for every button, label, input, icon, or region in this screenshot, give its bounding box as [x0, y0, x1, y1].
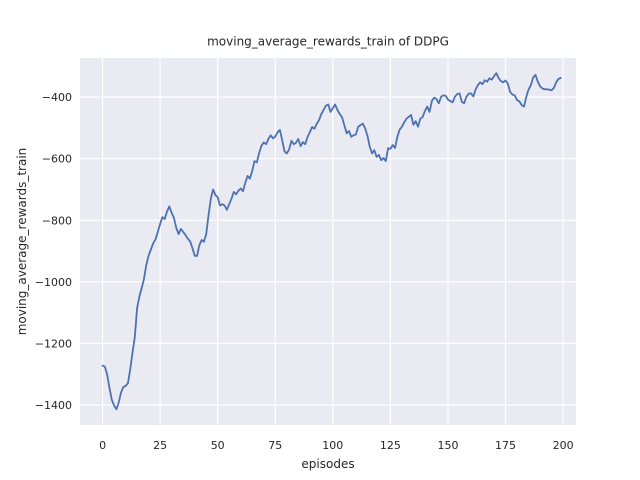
x-tick-label: 200	[553, 439, 574, 452]
x-tick-label: 150	[438, 439, 459, 452]
plot-area	[80, 58, 576, 425]
x-tick-label: 75	[268, 439, 282, 452]
chart-title: moving_average_rewards_train of DDPG	[207, 35, 449, 49]
x-tick-label: 0	[99, 439, 106, 452]
x-tick-labels: 0 25 50 75 100 125 150 175 200	[99, 439, 573, 452]
x-tick-label: 100	[322, 439, 343, 452]
x-tick-label: 175	[495, 439, 516, 452]
gridlines	[80, 58, 576, 425]
y-axis-label: moving_average_rewards_train	[15, 148, 29, 336]
y-tick-label: −800	[42, 214, 72, 227]
y-tick-label: −1200	[35, 337, 72, 350]
y-tick-labels: −400 −600 −800 −1000 −1200 −1400	[35, 91, 72, 412]
x-axis-label: episodes	[301, 457, 354, 471]
x-tick-label: 125	[380, 439, 401, 452]
x-tick-label: 25	[153, 439, 167, 452]
y-tick-label: −1400	[35, 399, 72, 412]
y-tick-label: −1000	[35, 276, 72, 289]
x-tick-label: 50	[211, 439, 225, 452]
y-tick-label: −600	[42, 153, 72, 166]
y-tick-label: −400	[42, 91, 72, 104]
reward-line-series	[101, 72, 562, 411]
